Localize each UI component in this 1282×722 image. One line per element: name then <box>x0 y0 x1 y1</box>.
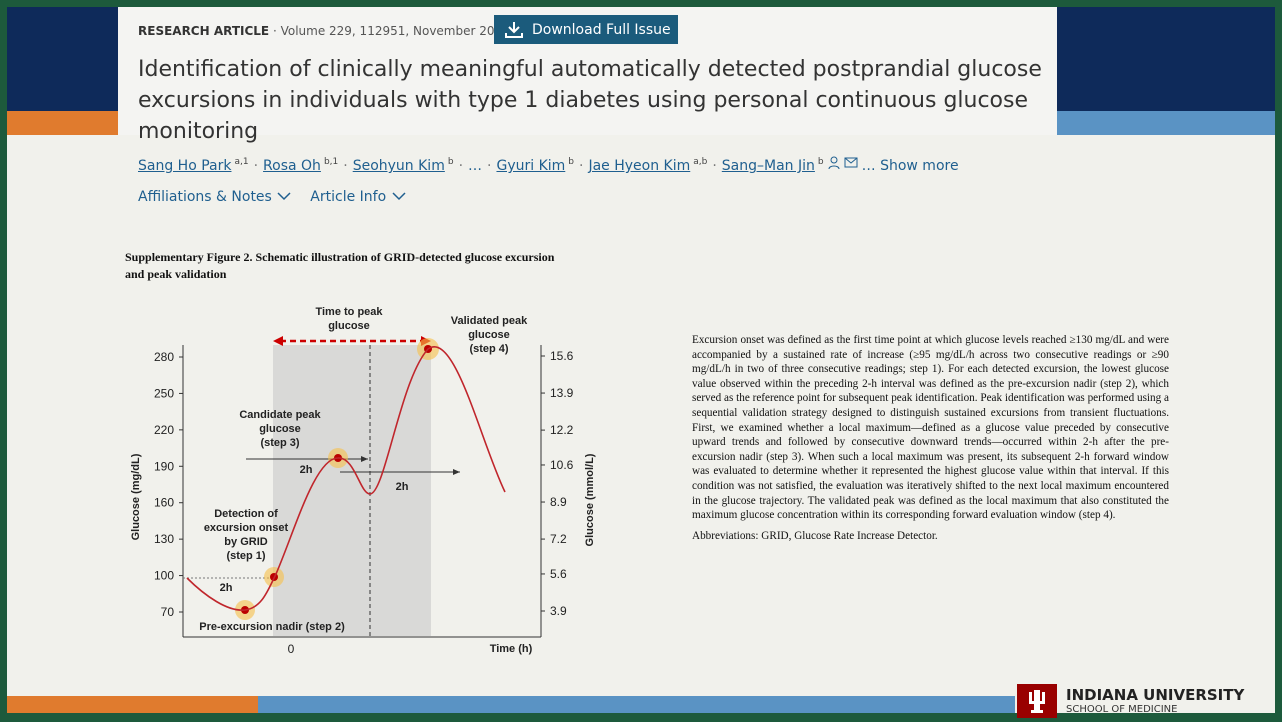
university: INDIANA UNIVERSITY <box>1066 686 1245 704</box>
tick-label: 250 <box>154 386 174 400</box>
orange-strip <box>7 111 118 135</box>
affiliation: b <box>447 157 454 168</box>
affiliation: b <box>568 157 574 168</box>
bottom-orange <box>7 696 258 713</box>
tick-label: 8.9 <box>550 495 567 509</box>
separator: · <box>487 158 492 174</box>
annotation: glucose <box>468 329 510 341</box>
authors: Sang Ho Park a,1 · Rosa Oh b,1 · Seohyun Kim b ·… <box>138 156 959 174</box>
axis-label: Time (h) <box>490 643 533 655</box>
abbreviations: Abbreviations: GRID, Glucose Rate Increa… <box>692 529 938 542</box>
affiliation: a,1 <box>234 157 249 168</box>
tick-label: 100 <box>154 569 174 583</box>
tab[interactable]: Article Info <box>310 189 406 205</box>
author[interactable]: Sang Ho Park <box>138 158 232 174</box>
affiliation: a,b <box>693 157 708 168</box>
caption-line: Supplementary Figure 2. Schematic illust… <box>125 250 555 264</box>
tick-label: 12.2 <box>550 423 574 437</box>
show-more[interactable]: … Show more <box>861 158 959 174</box>
schematic-figure: 280 250 220 190 160 130 100 70 15.6 13.9 12.2 10.6 8… <box>130 306 596 656</box>
annotation: (step 4) <box>469 343 508 355</box>
glucose-curve <box>186 346 506 611</box>
school: SCHOOL OF MEDICINE <box>1066 704 1178 715</box>
author: … <box>468 158 483 174</box>
tick-label: 70 <box>161 605 175 619</box>
tick-label: 13.9 <box>550 386 574 400</box>
author[interactable]: Jae Hyeon Kim <box>588 158 691 174</box>
author[interactable]: Gyuri Kim <box>496 158 566 174</box>
tab-label: Affiliations & Notes <box>138 189 272 205</box>
separator: · <box>343 158 348 174</box>
affiliation: b,1 <box>323 157 339 168</box>
tick-label: 10.6 <box>550 458 574 472</box>
annotation: Pre-excursion nadir (step 2) <box>199 621 345 633</box>
annotation: Candidate peak <box>239 409 321 421</box>
tick-label: 7.2 <box>550 532 567 546</box>
annotation: by GRID <box>224 536 267 548</box>
annotation: glucose <box>328 320 370 332</box>
separator: · <box>579 158 584 174</box>
description: Excursion onset was defined as the first… <box>692 333 1169 543</box>
separator: · <box>712 158 717 174</box>
button-label: Download Full Issue <box>532 21 671 38</box>
author[interactable]: Sang–Man Jin <box>721 158 815 174</box>
tick-label: 130 <box>154 532 174 546</box>
annotation: (step 3) <box>260 437 299 449</box>
volume: · Volume 229, 112951, November 2025 <box>272 24 510 38</box>
contact-icons <box>828 156 858 174</box>
axis-label: Glucose (mg/dL) <box>130 453 142 540</box>
annotation: 2h <box>396 481 409 493</box>
paragraph: Excursion onset was defined as the first… <box>692 334 1169 522</box>
author[interactable]: Rosa Oh <box>263 158 321 174</box>
tab[interactable]: Affiliations & Notes <box>138 189 292 205</box>
tick-label: 15.6 <box>550 349 574 363</box>
tabs: Affiliations & Notes Article Info <box>138 189 407 205</box>
download-icon <box>505 21 523 38</box>
tick-label: 5.6 <box>550 567 567 581</box>
article-meta: RESEARCH ARTICLE · Volume 229, 112951, N… <box>138 24 510 38</box>
tick-label: 280 <box>154 350 174 364</box>
affiliation: b <box>817 157 824 168</box>
caption-line: and peak validation <box>125 267 227 281</box>
article-type: RESEARCH ARTICLE <box>138 24 270 38</box>
tick-label: 3.9 <box>550 604 567 618</box>
annotation: Detection of <box>214 508 278 520</box>
annotation: glucose <box>259 423 301 435</box>
tab-label: Article Info <box>310 189 387 205</box>
annotation: excursion onset <box>204 522 289 534</box>
annotation: Validated peak <box>451 315 528 327</box>
author[interactable]: Seohyun Kim <box>352 158 445 174</box>
iu-logo <box>1017 684 1057 718</box>
annotation: Time to peak <box>315 306 383 318</box>
axis-label: Glucose (mmol/L) <box>584 453 596 546</box>
bottom-blue <box>258 696 1015 713</box>
separator: · <box>458 158 464 174</box>
x-zero: 0 <box>288 642 295 656</box>
download-button[interactable]: Download Full Issue <box>494 15 678 44</box>
window-shade <box>273 345 431 636</box>
annotation: 2h <box>300 464 313 476</box>
tick-label: 220 <box>154 423 174 437</box>
figure-caption: Supplementary Figure 2. Schematic illust… <box>125 249 554 283</box>
blue-strip <box>1057 111 1275 135</box>
tick-label: 160 <box>154 496 174 510</box>
annotation: (step 1) <box>226 550 265 562</box>
tick-label: 190 <box>154 459 174 473</box>
annotation: 2h <box>220 582 233 594</box>
article-title: Identification of clinically meaningful … <box>138 57 1042 144</box>
separator: · <box>253 158 259 174</box>
